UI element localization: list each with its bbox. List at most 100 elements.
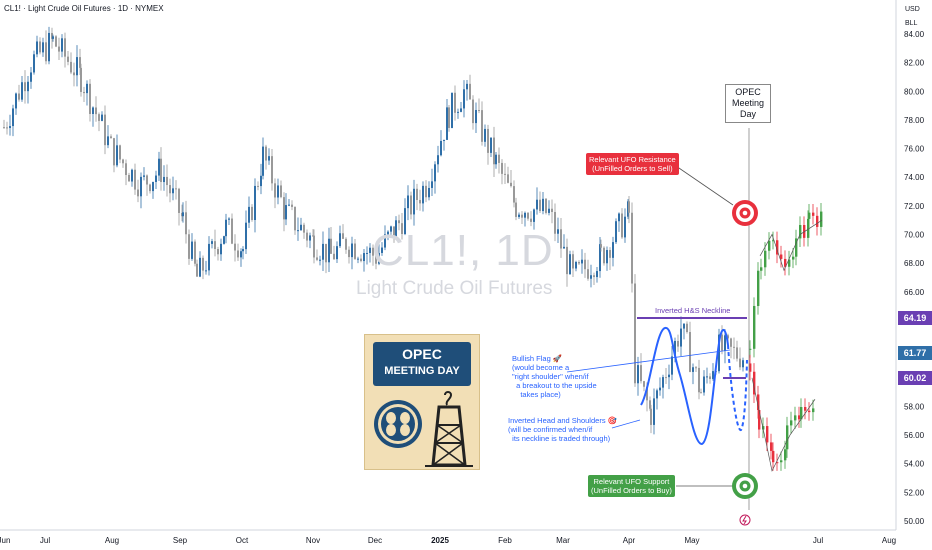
candle-body bbox=[665, 377, 667, 379]
projection-body bbox=[772, 240, 775, 242]
candle-body bbox=[463, 89, 465, 109]
candle-body bbox=[80, 67, 82, 92]
candle-body bbox=[146, 175, 148, 185]
candle-body bbox=[504, 173, 506, 175]
candle-body bbox=[42, 42, 44, 53]
candle-body bbox=[484, 128, 486, 142]
candle-body bbox=[45, 42, 47, 62]
candle-body bbox=[643, 381, 645, 387]
candle-body bbox=[372, 247, 374, 256]
candle-body bbox=[680, 328, 682, 347]
candle-body bbox=[584, 259, 586, 270]
candle-body bbox=[539, 199, 541, 212]
watermark-title: Light Crude Oil Futures bbox=[356, 278, 553, 299]
poster-title: OPEC MEETING DAY bbox=[373, 342, 471, 386]
candle-body bbox=[481, 110, 483, 142]
projection-body bbox=[757, 270, 760, 306]
candle-body bbox=[149, 184, 151, 192]
candle-body bbox=[101, 114, 103, 121]
resistance-callout: Relevant UFO Resistance (UnFilled Orders… bbox=[586, 153, 679, 175]
y-tick-label: 56.00 bbox=[904, 431, 925, 440]
candle-body bbox=[89, 83, 91, 114]
candle-body bbox=[288, 204, 290, 206]
candle-body bbox=[487, 128, 489, 153]
candle-body bbox=[637, 365, 639, 384]
candle-body bbox=[695, 367, 697, 369]
candle-body bbox=[64, 38, 66, 57]
projection-body bbox=[799, 225, 802, 239]
candle-body bbox=[160, 158, 162, 183]
opec-day-line1: OPEC bbox=[735, 87, 761, 97]
candle-body bbox=[659, 387, 661, 391]
chart-header[interactable]: CL1! · Light Crude Oil Futures · 1D · NY… bbox=[4, 4, 164, 13]
candle-body bbox=[448, 107, 450, 128]
y-axis-ticks: 50.0052.0054.0056.0058.0060.0062.0064.00… bbox=[904, 30, 925, 526]
candle-body bbox=[342, 233, 344, 239]
candle-body bbox=[240, 251, 242, 258]
candle-body bbox=[223, 236, 225, 244]
candle-body bbox=[86, 83, 88, 94]
x-tick-label: Aug bbox=[105, 536, 119, 545]
event-marker-icon bbox=[739, 514, 751, 526]
candle-body bbox=[478, 110, 480, 112]
x-tick-label: Jun bbox=[0, 536, 10, 545]
candle-body bbox=[721, 334, 723, 351]
candle-body bbox=[437, 155, 439, 165]
candle-body bbox=[271, 156, 273, 184]
candle-body bbox=[419, 199, 421, 204]
bull-scenario-line bbox=[759, 219, 823, 272]
candle-body bbox=[596, 271, 598, 278]
candle-body bbox=[196, 263, 198, 277]
candle-body bbox=[363, 253, 365, 262]
projection-body bbox=[753, 305, 756, 349]
opec-logo-icon bbox=[374, 400, 422, 448]
candle-body bbox=[369, 247, 371, 253]
candle-body bbox=[76, 57, 78, 76]
projection-body bbox=[807, 218, 810, 238]
projection-body bbox=[800, 407, 803, 420]
candle-body bbox=[454, 92, 456, 113]
candle-body bbox=[572, 254, 574, 269]
candle-body bbox=[254, 185, 256, 220]
projection-body bbox=[780, 460, 783, 463]
unit-label[interactable]: BLL bbox=[905, 20, 918, 27]
candle-body bbox=[739, 358, 741, 368]
candle-body bbox=[387, 231, 389, 235]
candle-body bbox=[297, 230, 299, 232]
candle-body bbox=[733, 346, 735, 348]
projection-body bbox=[780, 254, 783, 259]
opec-day-line3: Day bbox=[739, 109, 756, 119]
candle-body bbox=[653, 398, 655, 425]
candle-body bbox=[378, 252, 380, 264]
candle-body bbox=[262, 146, 264, 176]
projection-body bbox=[820, 211, 823, 227]
candle-body bbox=[291, 204, 293, 207]
projection-body bbox=[812, 408, 815, 413]
projection-body bbox=[792, 256, 795, 260]
candle-body bbox=[172, 188, 174, 194]
candle-body bbox=[158, 158, 160, 176]
candle-body bbox=[357, 258, 359, 260]
candle-body bbox=[280, 185, 282, 198]
candle-body bbox=[634, 283, 636, 384]
candle-body bbox=[609, 250, 611, 258]
candle-body bbox=[322, 243, 324, 260]
candle-body bbox=[515, 202, 517, 217]
candle-body bbox=[182, 212, 184, 217]
candle-body bbox=[18, 93, 20, 100]
candle-body bbox=[674, 340, 676, 357]
candle-body bbox=[336, 246, 338, 260]
candle-body bbox=[692, 367, 694, 372]
candle-body bbox=[265, 146, 267, 161]
candle-body bbox=[9, 126, 11, 129]
candle-body bbox=[248, 206, 250, 223]
candle-body bbox=[600, 244, 602, 248]
hs-pointer bbox=[611, 419, 641, 429]
currency-label[interactable]: USD bbox=[905, 6, 920, 13]
x-tick-label: May bbox=[684, 536, 699, 545]
candle-body bbox=[285, 205, 287, 220]
projection-body bbox=[794, 415, 797, 421]
candle-body bbox=[360, 258, 362, 262]
candle-body bbox=[277, 185, 279, 198]
